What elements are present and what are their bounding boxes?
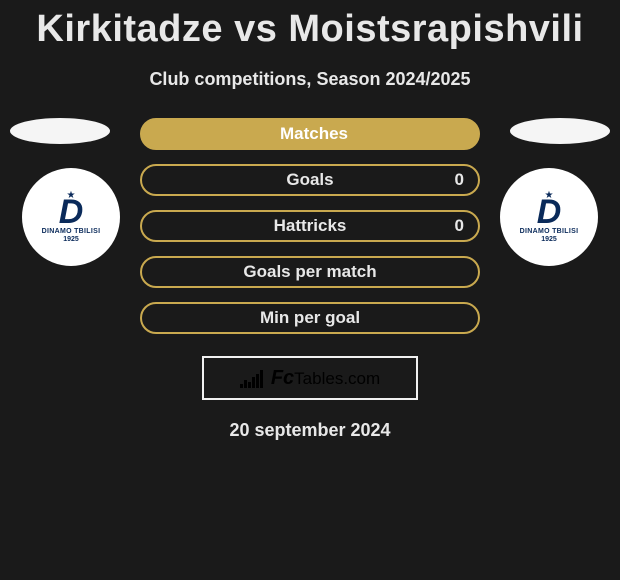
brand-bold: Fc	[271, 367, 294, 389]
page-title: Kirkitadze vs Moistsrapishvili	[0, 0, 620, 51]
stat-label: Matches	[280, 124, 348, 144]
team-year: 1925	[63, 236, 79, 243]
player-photo-right-placeholder	[510, 118, 610, 144]
team-logo-left: ★ D DINAMO TBILISI 1925	[22, 168, 120, 266]
stat-value-right: 0	[455, 216, 464, 236]
team-year: 1925	[541, 236, 557, 243]
subtitle: Club competitions, Season 2024/2025	[0, 69, 620, 90]
stat-row-matches: Matches	[140, 118, 480, 150]
stat-row-goals-per-match: Goals per match	[140, 256, 480, 288]
stat-value-right: 0	[455, 170, 464, 190]
team-name: DINAMO TBILISI	[520, 228, 579, 235]
stat-label: Hattricks	[274, 216, 347, 236]
logo-letter: D	[537, 199, 562, 226]
stat-label: Min per goal	[260, 308, 360, 328]
team-name: DINAMO TBILISI	[42, 228, 101, 235]
brand-box: FcTables.com	[202, 356, 418, 400]
stats-rows: Matches Goals 0 Hattricks 0 Goals per ma…	[140, 118, 480, 334]
player-photo-left-placeholder	[10, 118, 110, 144]
date-label: 20 september 2024	[0, 420, 620, 441]
stat-label: Goals	[286, 170, 333, 190]
stat-row-min-per-goal: Min per goal	[140, 302, 480, 334]
brand-rest: Tables.com	[294, 369, 380, 388]
stat-row-hattricks: Hattricks 0	[140, 210, 480, 242]
comparison-area: ★ D DINAMO TBILISI 1925 ★ D DINAMO TBILI…	[0, 118, 620, 441]
stat-row-goals: Goals 0	[140, 164, 480, 196]
team-logo-right: ★ D DINAMO TBILISI 1925	[500, 168, 598, 266]
stat-label: Goals per match	[243, 262, 376, 282]
bar-chart-icon	[240, 368, 263, 388]
logo-letter: D	[59, 199, 84, 226]
